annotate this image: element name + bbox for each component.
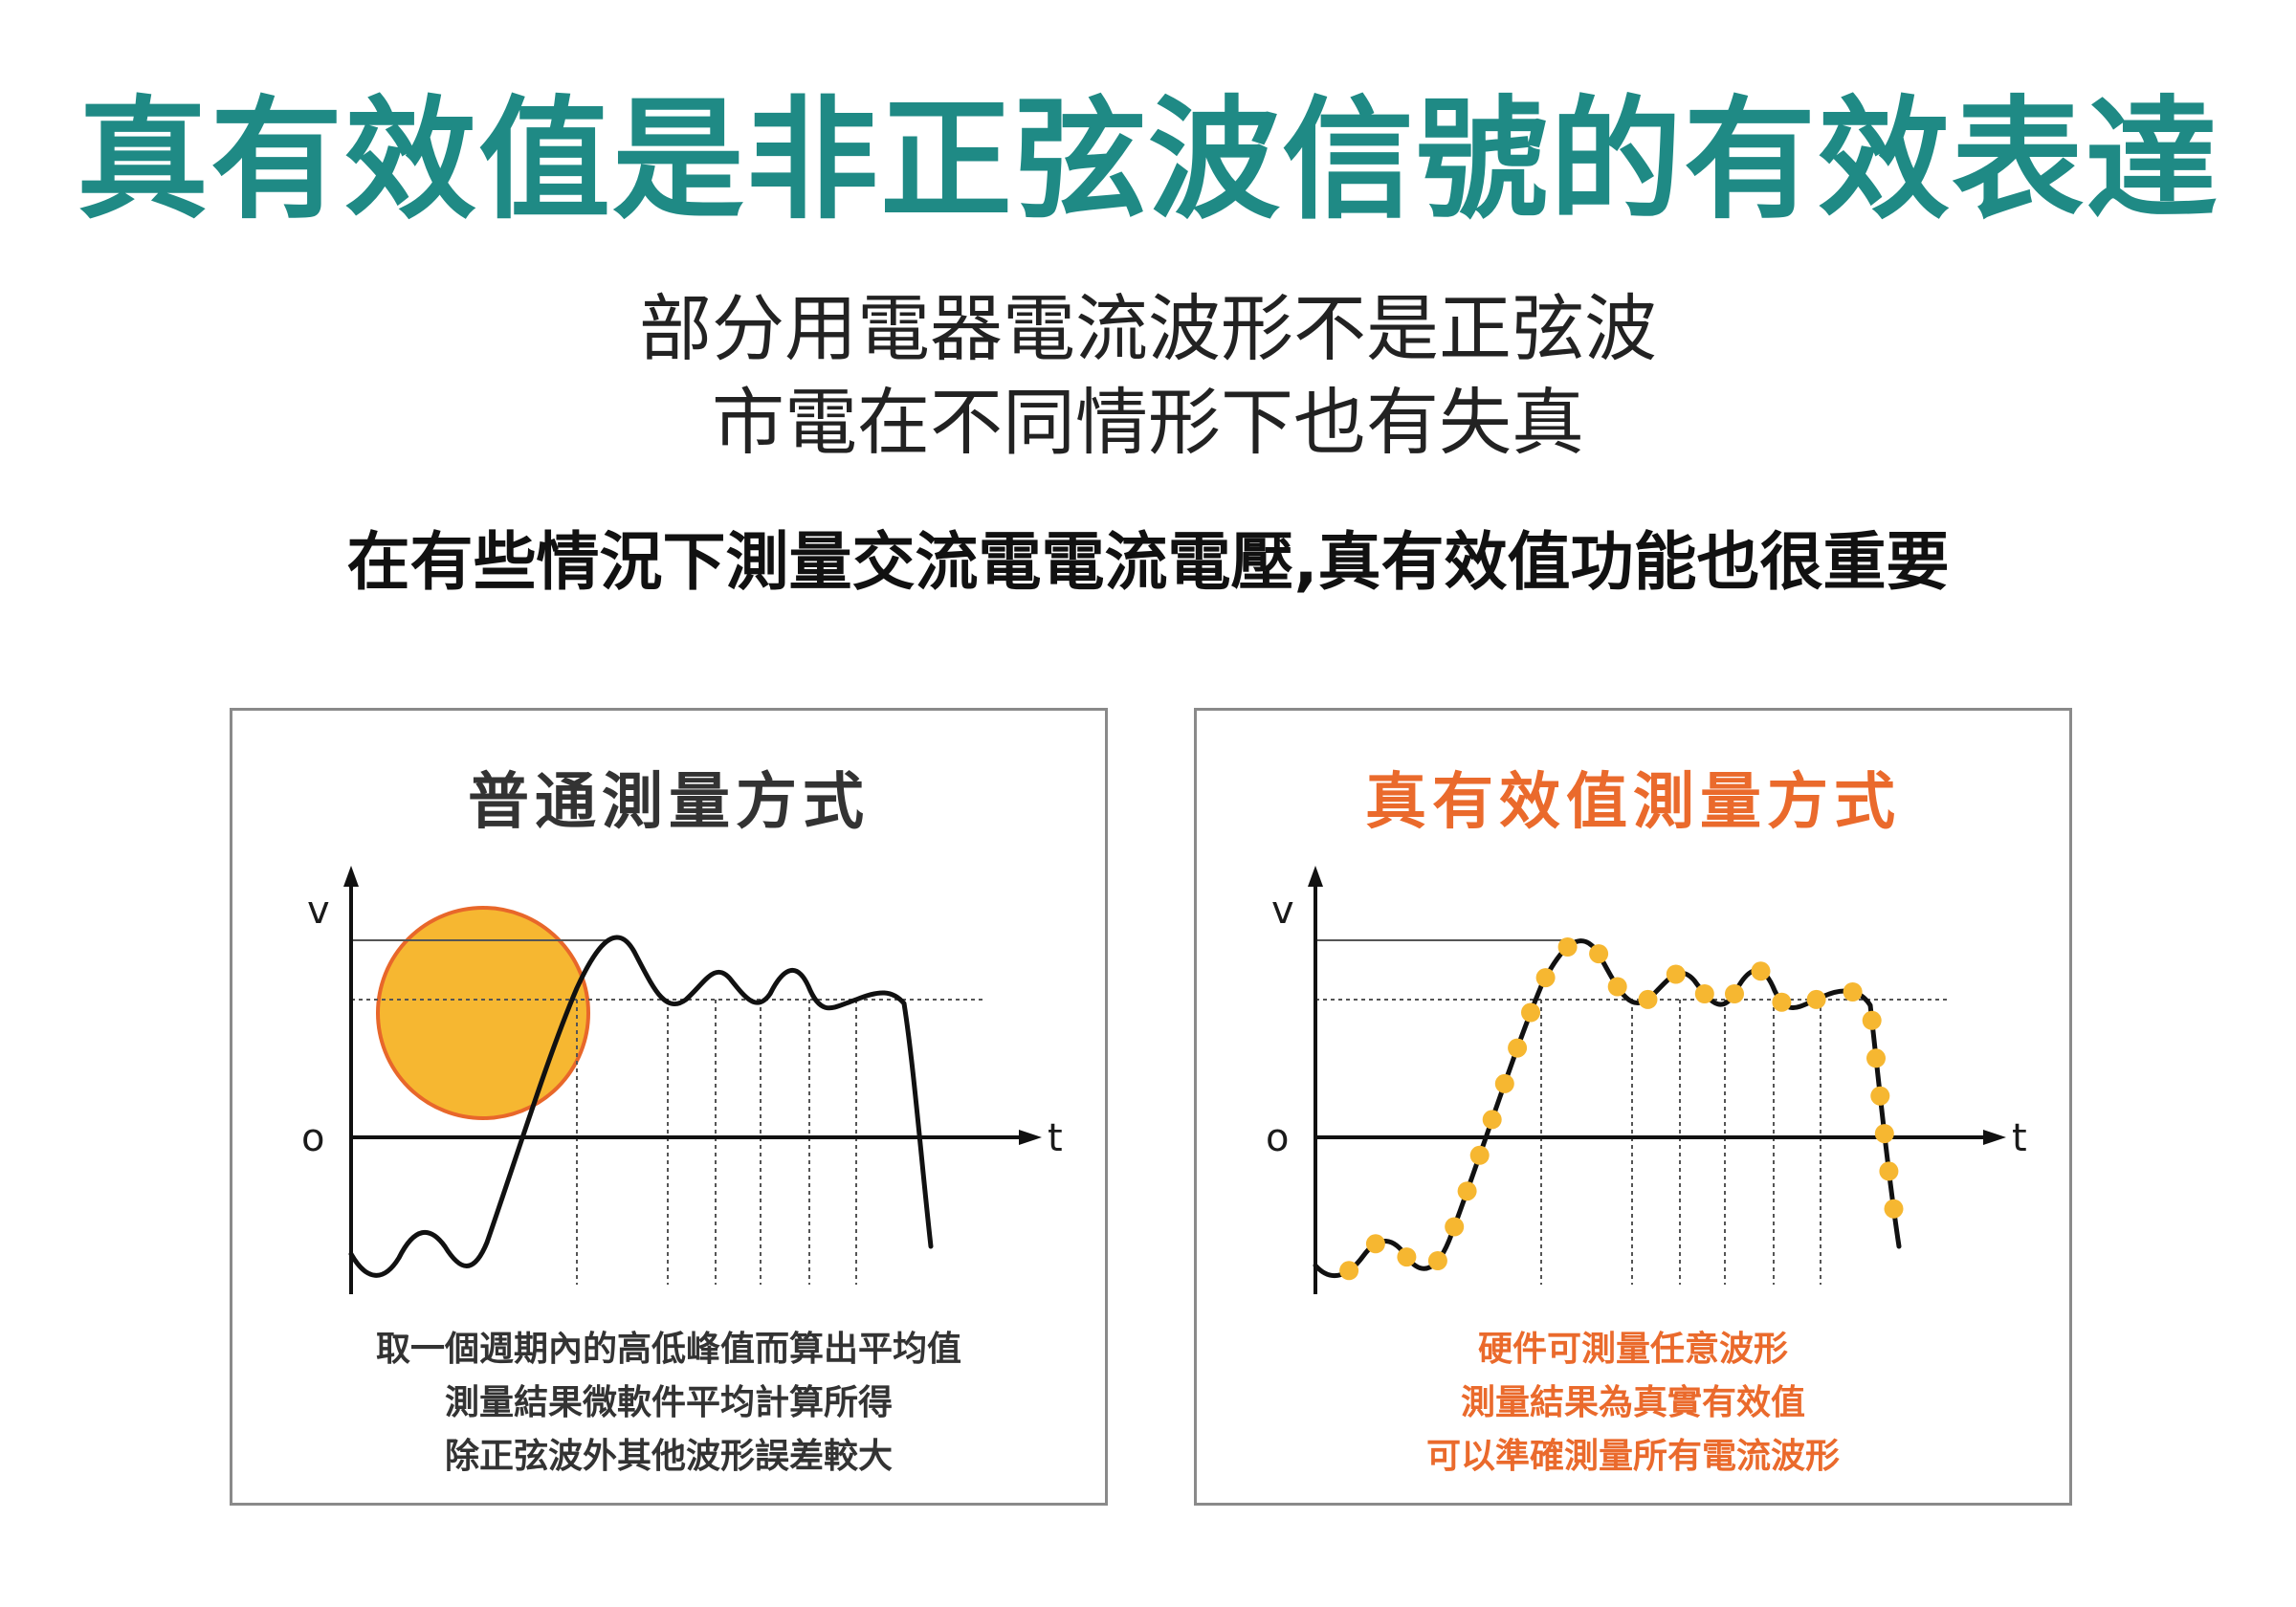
sample-dot <box>1521 1002 1540 1023</box>
y-axis-label: v <box>307 889 330 933</box>
sample-dot <box>1469 1145 1490 1165</box>
waveform-diagram: v t o <box>301 866 1063 1294</box>
origin-label: o <box>301 1116 324 1160</box>
sample-dot <box>1870 1086 1890 1106</box>
sample-dot <box>1365 1234 1385 1254</box>
sample-dot <box>1607 977 1627 997</box>
x-axis-arrow <box>1983 1130 2006 1145</box>
y-axis-arrow <box>1308 866 1323 887</box>
x-axis-arrow <box>1019 1130 1042 1145</box>
sample-dot <box>1638 989 1658 1009</box>
sample-dot <box>1751 961 1771 981</box>
caption-line-2: 測量結果為真實有效值 <box>1460 1383 1805 1422</box>
sample-dot <box>1806 989 1826 1009</box>
caption-line-1: 取一個週期內的高低峰值而算出平均值 <box>375 1330 961 1369</box>
statement: 在有些情況下測量交流電電流電壓,真有效值功能也很重要 <box>346 525 1950 599</box>
sample-dot <box>1666 964 1686 984</box>
true-rms-measurement-panel: 真有效值測量方式 v t o 硬件可測量任意波形 測量結果為真實有效值 可以準確… <box>1194 708 2072 1506</box>
sample-dot <box>1397 1247 1417 1267</box>
sample-dot <box>1874 1124 1894 1144</box>
sample-dot <box>1508 1038 1528 1058</box>
caption-line-1: 硬件可測量任意波形 <box>1477 1330 1788 1369</box>
subtitle-line-2: 市電在不同情形下也有失真 <box>712 380 1584 465</box>
sample-dots <box>1339 937 1904 1281</box>
sample-guide-lines <box>1540 1000 1821 1285</box>
peak-highlight-circle <box>376 906 590 1120</box>
sample-dot <box>1457 1181 1477 1201</box>
sample-dot <box>1494 1073 1514 1093</box>
caption-line-2: 測量結果微軟件平均計算所得 <box>444 1383 893 1422</box>
sample-dot <box>1862 1010 1882 1030</box>
normal-measurement-panel: 普通測量方式 v t o 取一個週期內的高低峰值而算出平均值 測量結果微軟件平均… <box>230 708 1108 1506</box>
x-axis-label: t <box>1048 1116 1063 1160</box>
origin-label: o <box>1266 1116 1289 1160</box>
y-axis-arrow <box>343 866 359 887</box>
sample-guide-lines <box>576 1000 857 1285</box>
sample-dot <box>1445 1217 1465 1237</box>
panel-title: 真有效值測量方式 <box>1365 767 1901 838</box>
sample-dot <box>1589 944 1609 964</box>
sample-dot <box>1694 984 1714 1003</box>
sample-dot <box>1725 984 1744 1003</box>
waveform-diagram: v t o <box>1266 866 2027 1294</box>
sample-dot <box>1843 982 1863 1002</box>
sample-dot <box>1557 937 1578 957</box>
y-axis-label: v <box>1271 889 1294 933</box>
sample-dot <box>1535 968 1556 988</box>
sample-dot <box>1427 1251 1447 1270</box>
sample-dot <box>1772 992 1792 1012</box>
panel-title: 普通測量方式 <box>468 767 870 838</box>
waveform-curve <box>348 935 934 1278</box>
sample-dot <box>1482 1110 1502 1130</box>
caption-line-3: 除正弦波外其他波形誤差較大 <box>444 1437 893 1476</box>
sample-dot <box>1884 1199 1904 1219</box>
caption-line-3: 可以準確測量所有電流波形 <box>1425 1437 1840 1476</box>
waveform-curve <box>1313 938 1902 1278</box>
page-title: 真有效值是非正弦波信號的有效表達 <box>76 83 2219 237</box>
sample-dot <box>1339 1261 1359 1281</box>
sample-dot <box>1866 1048 1886 1068</box>
subtitle-line-1: 部分用電器電流波形不是正弦波 <box>639 286 1657 371</box>
sample-dot <box>1879 1161 1899 1181</box>
x-axis-label: t <box>2012 1116 2027 1160</box>
